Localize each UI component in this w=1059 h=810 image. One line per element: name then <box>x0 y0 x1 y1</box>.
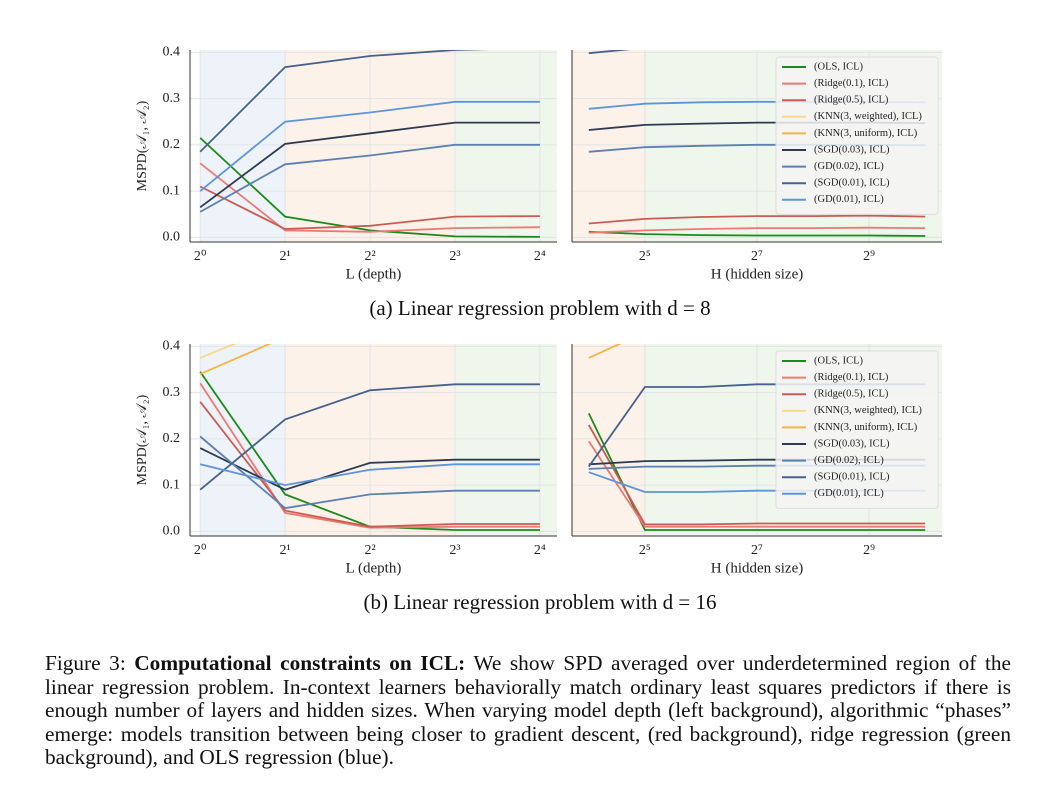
series-group <box>199 50 540 238</box>
x-axis-label: H (hidden size) <box>711 266 803 282</box>
subcaption: (b) Linear regression problem with d = 1… <box>363 590 717 614</box>
legend-box <box>775 56 939 215</box>
y-axis-label: MSPD(𝒜₁, 𝒜₂) <box>135 100 150 191</box>
legend-label: (Ridge(0.1), ICL) <box>814 78 889 89</box>
x-tick-label: 2⁰ <box>194 543 207 558</box>
legend-label: (SGD(0.01), ICL) <box>814 178 890 189</box>
legend-label: (OLS, ICL) <box>814 61 863 72</box>
y-tick-label: 0.4 <box>163 339 181 354</box>
caption-text: We show SPD averaged over underdetermine… <box>45 651 1011 769</box>
shaded-region <box>454 50 557 242</box>
series-line <box>199 383 540 491</box>
series-line <box>588 226 926 234</box>
figure: 0.0 0.1 0.2 0.3 0.4 2⁰ 2¹ 2² 2³ 2⁴ L (depth) MSPD(𝒜… <box>135 45 942 576</box>
series-line <box>588 230 926 237</box>
caption-heading: Computational constraints on ICL: <box>134 651 466 675</box>
x-tick-label: 2⁴ <box>534 543 546 558</box>
legend: (OLS, ICL) (Ridge(0.1), ICL) (Ridge(0.5), … <box>775 350 939 509</box>
panel: 0.0 0.1 0.2 0.3 0.4 2⁰ 2¹ 2² 2³ 2⁴ L (depth) MSPD(𝒜… <box>135 45 557 282</box>
legend-label: (KNN(3, uniform), ICL) <box>814 128 918 139</box>
subcaption: (a) Linear regression problem with d = 8 <box>369 296 711 320</box>
caption-label: Figure 3: <box>45 651 126 675</box>
caption: Figure 3: Computational constraints on I… <box>45 651 1011 770</box>
series-line <box>199 435 540 510</box>
x-axis-label: H (hidden size) <box>711 560 803 576</box>
legend-label: (GD(0.01), ICL) <box>814 488 884 499</box>
series-line <box>587 413 926 531</box>
y-tick-label: 0.2 <box>163 431 181 446</box>
y-tick-label: 0.0 <box>163 524 181 539</box>
x-tick-label: 2³ <box>449 543 460 558</box>
legend-box <box>775 350 939 509</box>
series-line <box>199 344 272 375</box>
x-tick-label: 2⁹ <box>863 543 875 558</box>
y-tick-label: 0.3 <box>163 91 181 106</box>
series-line <box>199 137 540 238</box>
legend-label: (Ridge(0.5), ICL) <box>814 389 889 400</box>
x-axis-label: L (depth) <box>346 266 402 282</box>
legend-label: (GD(0.02), ICL) <box>814 161 884 172</box>
series-line <box>199 100 540 192</box>
series-line <box>199 50 489 153</box>
x-tick-label: 2⁰ <box>194 249 207 264</box>
x-tick-label: 2⁷ <box>751 543 763 558</box>
legend: (OLS, ICL) (Ridge(0.1), ICL) (Ridge(0.5), … <box>775 56 939 215</box>
x-tick-label: 2³ <box>449 249 460 264</box>
x-tick-label: 2⁵ <box>639 543 651 558</box>
legend-label: (SGD(0.01), ICL) <box>814 472 890 483</box>
y-tick-label: 0.2 <box>163 137 181 152</box>
x-tick-label: 2² <box>364 543 375 558</box>
series-line <box>199 162 540 233</box>
legend-label: (OLS, ICL) <box>814 355 863 366</box>
x-tick-label: 2⁹ <box>863 249 875 264</box>
legend-label: (Ridge(0.1), ICL) <box>814 372 889 383</box>
legend-label: (SGD(0.03), ICL) <box>814 438 890 449</box>
x-tick-label: 2¹ <box>280 543 291 558</box>
panel: 2⁵ 2⁷ 2⁹ H (hidden size) (OLS, ICL) (Ridge(0.… <box>571 50 942 282</box>
series-line <box>199 382 540 529</box>
panel: 0.0 0.1 0.2 0.3 0.4 2⁰ 2¹ 2² 2³ 2⁴ L (depth) MSPD(𝒜… <box>135 339 557 576</box>
legend-label: (KNN(3, weighted), ICL) <box>814 111 922 122</box>
legend-label: (GD(0.01), ICL) <box>814 194 884 205</box>
shaded-region <box>572 50 645 242</box>
y-tick-label: 0.1 <box>163 477 181 492</box>
legend-label: (KNN(3, uniform), ICL) <box>814 422 918 433</box>
shaded-region <box>454 344 557 536</box>
y-axis-label: MSPD(𝒜₁, 𝒜₂) <box>135 394 150 485</box>
series-line <box>588 214 926 225</box>
legend-label: (Ridge(0.5), ICL) <box>814 95 889 106</box>
series-group <box>199 344 540 531</box>
x-tick-label: 2⁵ <box>639 249 651 264</box>
x-tick-label: 2⁴ <box>534 249 546 264</box>
x-tick-label: 2⁷ <box>751 249 763 264</box>
series-line <box>199 401 540 528</box>
legend-label: (GD(0.02), ICL) <box>814 455 884 466</box>
y-tick-label: 0.4 <box>163 45 181 60</box>
panel: 2⁵ 2⁷ 2⁹ H (hidden size) (OLS, ICL) (Ridge(0.… <box>571 344 942 576</box>
x-axis-label: L (depth) <box>346 560 402 576</box>
legend-label: (KNN(3, weighted), ICL) <box>814 405 922 416</box>
legend-label: (SGD(0.03), ICL) <box>814 144 890 155</box>
series-line <box>199 121 540 209</box>
series-line <box>199 447 540 491</box>
y-tick-label: 0.1 <box>163 183 181 198</box>
series-line <box>588 440 926 528</box>
series-line <box>199 143 540 213</box>
x-tick-label: 2² <box>364 249 375 264</box>
y-tick-label: 0.3 <box>163 385 181 400</box>
shaded-region <box>200 344 286 536</box>
series-line <box>199 185 540 230</box>
x-tick-label: 2¹ <box>280 249 291 264</box>
series-line <box>199 463 540 487</box>
y-tick-label: 0.0 <box>163 230 181 245</box>
series-line <box>588 424 926 526</box>
